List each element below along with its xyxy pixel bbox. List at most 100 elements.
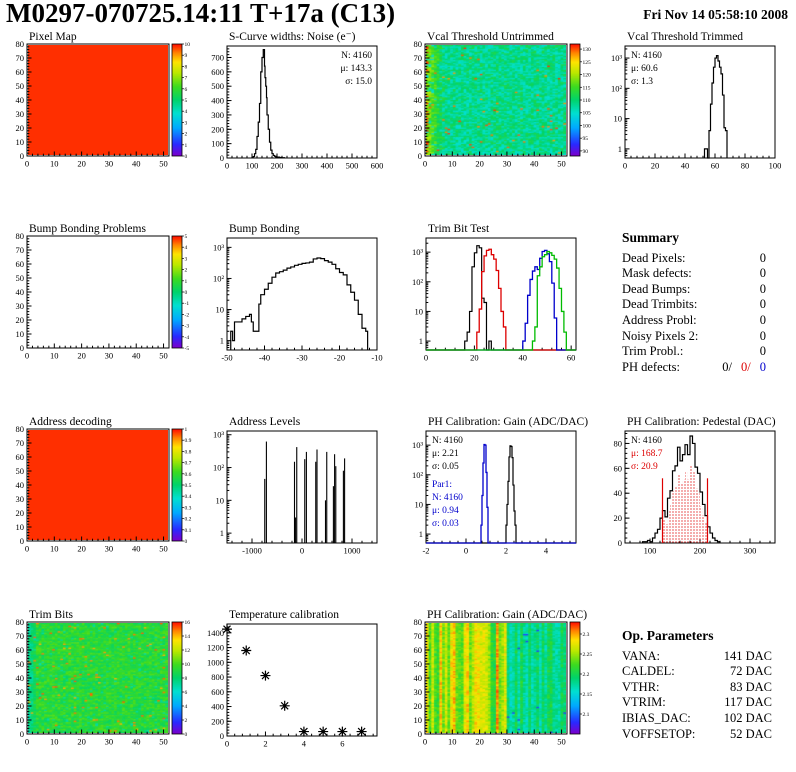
panel-ph-pedestal: PH Calibration: Pedestal (DAC) 100 200 300 0… [597,415,796,608]
svg-text:80: 80 [16,39,25,49]
svg-text:10: 10 [414,137,423,147]
svg-text:400: 400 [321,161,334,171]
op-parameter-row: VOFFSETOP: 52 DAC [622,727,772,743]
svg-text:40: 40 [132,737,141,747]
plots-grid: Pixel Map 0 10 20 30 40 50 0 10 20 30 40 50 60 70 80 0 1 2… [0,30,796,772]
svg-text:300: 300 [744,546,757,556]
chart-svg: Address Levels -1000 0 1000 1 10 10² 10³ [213,416,378,556]
panel-summary: Summary Dead Pixels: 0 Mask defects: 0 Dea… [597,222,796,415]
svg-text:10: 10 [185,662,191,668]
svg-text:30: 30 [503,159,512,169]
svg-text:70: 70 [414,53,423,63]
svg-text:0: 0 [20,536,24,546]
svg-text:1000: 1000 [207,657,224,667]
svg-text:6: 6 [185,87,188,93]
svg-text:0.1: 0.1 [185,528,192,534]
heatmap-canvas [426,45,566,155]
svg-text:4: 4 [185,109,188,115]
svg-text:10: 10 [50,737,59,747]
svg-text:30: 30 [105,159,114,169]
colorbar [570,622,580,734]
op-parameter-row: VTHR: 83 DAC [622,680,772,696]
chart-svg: Temperature calibration 0 2 4 6 0 200 400 600 800… [207,609,378,749]
svg-text:20: 20 [475,737,484,747]
svg-text:0: 0 [185,732,188,738]
svg-text:60: 60 [414,645,423,655]
summary-row-value: 0 [759,344,766,359]
svg-text:0: 0 [25,351,29,361]
svg-text:0: 0 [220,153,224,163]
panel-temperature-calibration: Temperature calibration 0 2 4 6 0 200 400 600 800… [199,608,398,772]
svg-text:600: 600 [211,67,224,77]
svg-text:40: 40 [681,161,690,171]
svg-text:10²: 10² [213,463,225,473]
op-parameter-row: IBIAS_DAC: 102 DAC [622,711,772,727]
svg-text:2.1: 2.1 [583,712,590,718]
svg-text:100: 100 [583,123,592,129]
svg-text:30: 30 [414,687,423,697]
svg-text:10: 10 [414,715,423,725]
svg-text:-2: -2 [185,312,190,318]
svg-text:200: 200 [211,716,224,726]
svg-text:70: 70 [16,53,25,63]
ph-defects-red: 0/ [741,359,751,374]
svg-text:100: 100 [769,161,782,171]
svg-text:10: 10 [614,114,623,124]
summary-row-ph-defects: PH defects: 0/ 0/ 0 [622,360,766,376]
summary-row-label: Dead Bumps: [622,281,691,296]
svg-text:μ: 168.7: μ: 168.7 [631,449,663,459]
svg-text:20: 20 [614,513,623,523]
colorbar [172,429,182,541]
colorbar [172,236,182,348]
svg-text:0: 0 [418,151,422,161]
svg-text:90: 90 [583,149,589,155]
svg-text:70: 70 [414,631,423,641]
svg-text:-2: -2 [422,546,429,556]
summary-heading: Summary [622,230,679,245]
summary-row-label: Mask defects: [622,266,692,281]
svg-text:50: 50 [557,159,566,169]
svg-text:4: 4 [185,704,188,710]
svg-text:120: 120 [583,73,592,79]
svg-text:0.6: 0.6 [185,472,192,478]
svg-text:10: 10 [448,737,457,747]
svg-text:30: 30 [105,737,114,747]
svg-text:100: 100 [246,161,259,171]
svg-text:10³: 10³ [611,53,623,63]
svg-text:-10: -10 [371,353,382,363]
svg-text:10²: 10² [412,470,424,480]
heatmap-canvas [28,45,168,155]
colorbar [172,622,182,734]
svg-text:30: 30 [414,109,423,119]
svg-text:Pixel Map: Pixel Map [29,31,77,43]
svg-text:μ: 2.21: μ: 2.21 [432,449,459,459]
svg-text:S-Curve widths: Noise (e⁻): S-Curve widths: Noise (e⁻) [229,31,356,43]
panel-op-parameters: Op. Parameters VANA: 141 DAC CALDEL: 72 DA… [597,608,796,772]
svg-text:0.7: 0.7 [185,461,192,467]
svg-text:10: 10 [185,42,191,48]
svg-text:30: 30 [16,494,25,504]
panel-ph-gain-map: PH Calibration: Gain (ADC/DAC) 0 10 20 30 40 5… [398,608,597,772]
svg-text:60: 60 [16,645,25,655]
svg-text:10²: 10² [412,277,424,287]
summary-row-label: PH defects: [622,359,680,374]
svg-text:700: 700 [211,52,224,62]
svg-text:40: 40 [16,480,25,490]
panel-vcal-trimmed: Vcal Threshold Trimmed 0 20 40 60 80 100 1 10 10²… [597,30,796,222]
svg-text:10³: 10³ [213,430,225,440]
svg-text:16: 16 [185,620,191,626]
svg-text:130: 130 [583,47,592,53]
svg-text:0: 0 [423,737,427,747]
svg-text:6: 6 [185,690,188,696]
svg-text:2: 2 [185,718,188,724]
svg-text:20: 20 [16,701,25,711]
svg-text:20: 20 [651,161,660,171]
summary-row: Noisy Pixels 2: 0 [622,329,766,345]
summary-row-value: 0 [759,250,766,265]
chart-svg: Trim Bit Test 0 20 40 60 1 10 10² 10³ [412,223,577,363]
heatmap-canvas [28,430,168,540]
chart-svg: Pixel Map 0 10 20 30 40 50 0 10 20 30 40 50 60 70 80 0 1 2… [16,31,191,169]
svg-text:80: 80 [16,617,25,627]
svg-text:-1: -1 [185,301,190,307]
ph-defects-blue: 0 [759,359,766,374]
